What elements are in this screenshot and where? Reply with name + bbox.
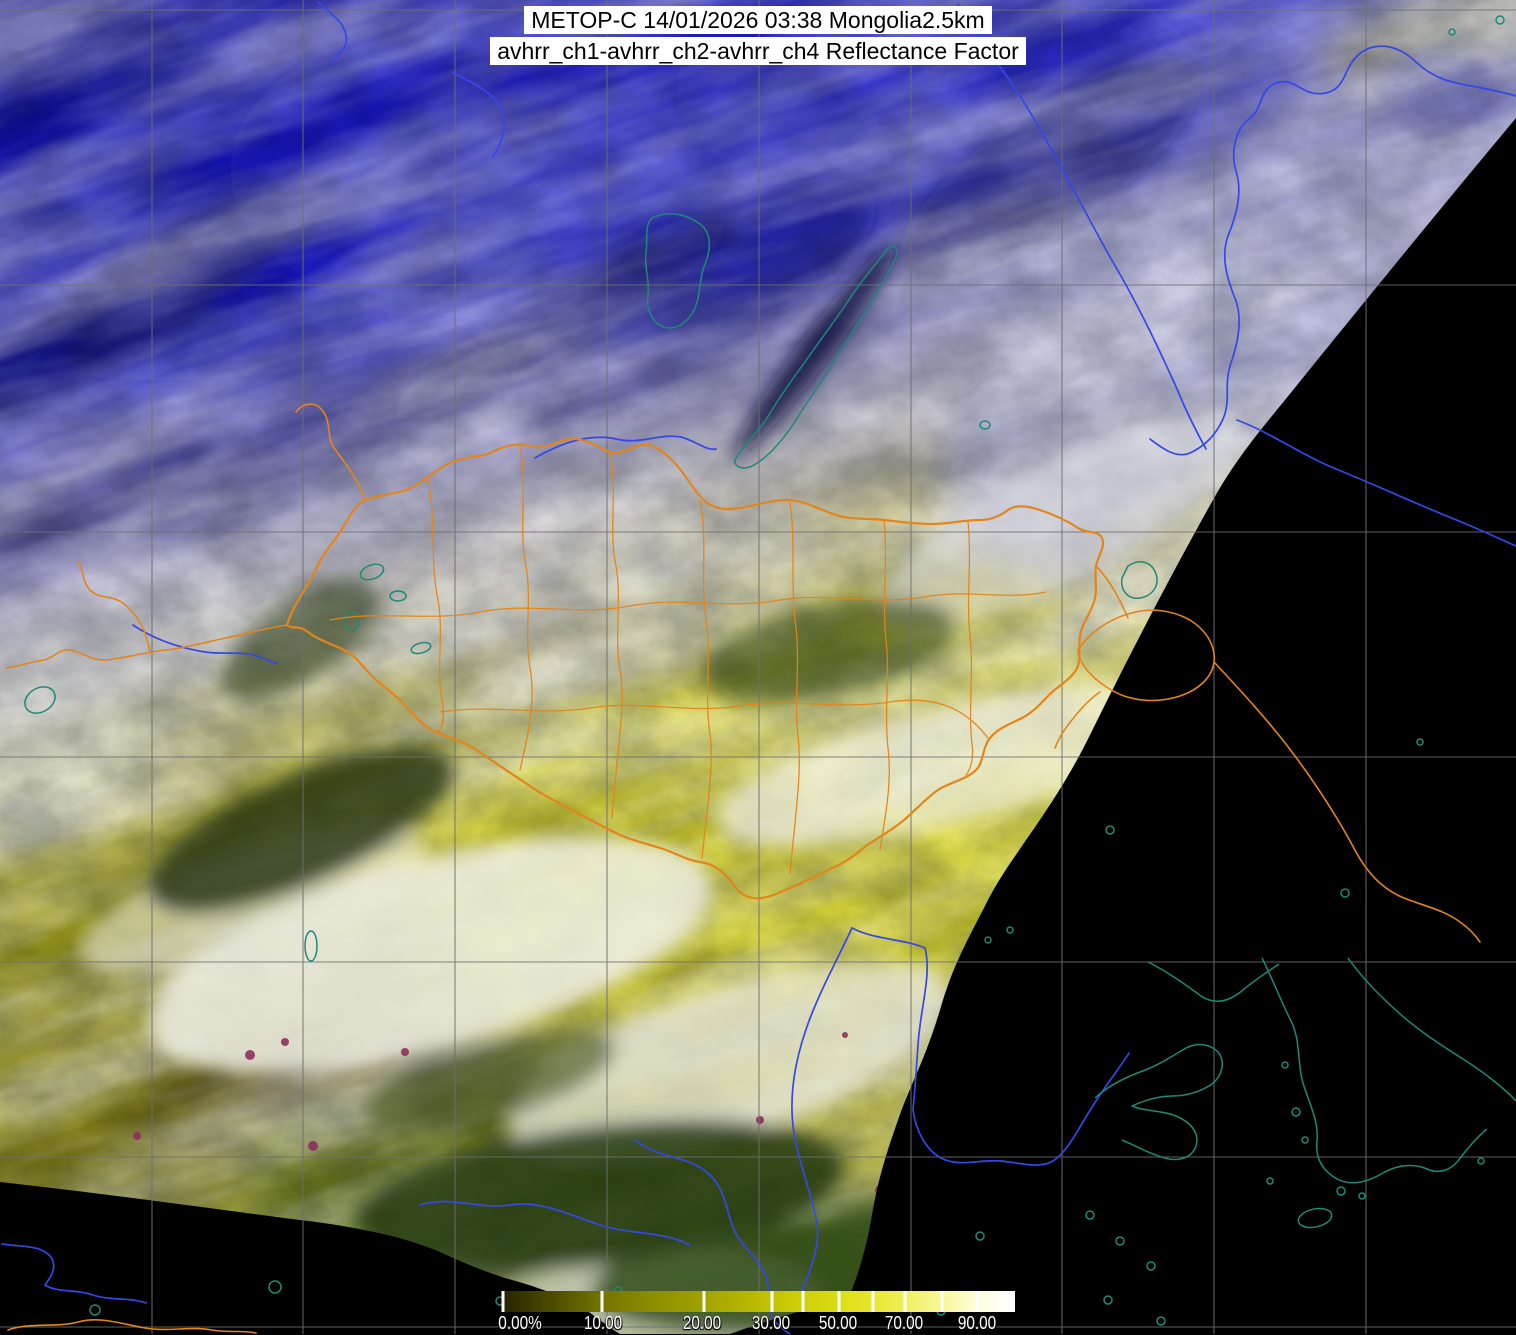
southwest-coast <box>1 1243 147 1304</box>
northeast-china-border <box>1054 565 1481 943</box>
khanka-lake <box>1120 561 1158 599</box>
korea-east-coast <box>1347 957 1516 1102</box>
colorbar-tick <box>702 1291 706 1312</box>
colorbar-tick <box>1008 1291 1012 1312</box>
colorbar-scale-label: 20.00 <box>682 1313 722 1333</box>
southwest-corner-border <box>7 1319 257 1334</box>
colorbar-tick <box>975 1291 979 1312</box>
lake-baikal <box>734 245 899 469</box>
river-top-left-2 <box>451 71 505 158</box>
shandong-coast <box>1094 1043 1224 1161</box>
angara-basin-outline <box>644 212 710 329</box>
mongolia-border <box>285 437 1105 900</box>
aimag-borders <box>329 445 1047 875</box>
colorbar-tick <box>801 1291 805 1312</box>
korea-west-coast <box>1261 957 1488 1184</box>
title-line-2: avhrr_ch1-avhrr_ch2-avhrr_ch4 Reflectanc… <box>490 37 1026 65</box>
inner-china-river-1 <box>791 927 853 1304</box>
river-top-left-1 <box>317 1 348 64</box>
colorbar-tick <box>770 1291 774 1312</box>
country-borders <box>5 403 1481 1334</box>
colorbar-tick <box>871 1291 875 1312</box>
colorbar-tick <box>600 1291 604 1312</box>
colorbar-label-row: 0.00% 10.00 20.00 30.00 50.00 70.00 90.00 <box>498 1313 1015 1335</box>
colorbar-tick <box>903 1291 907 1312</box>
graticule-meridians <box>151 0 1367 1334</box>
title-block: METOP-C 14/01/2026 03:38 Mongolia2.5km a… <box>0 6 1516 65</box>
colorbar-scale-label: 30.00 <box>751 1313 790 1333</box>
inner-china-river-3 <box>419 1200 691 1246</box>
colorbar-tick <box>501 1291 505 1312</box>
colorbar-tick <box>837 1291 841 1312</box>
lakes-coastlines <box>24 15 1516 1326</box>
colorbar-tick <box>940 1291 944 1312</box>
yellow-river <box>851 927 1130 1166</box>
reflectance-colorbar: 0.00% 10.00 20.00 30.00 50.00 70.00 90.00 <box>498 1291 1015 1335</box>
amur-river-east <box>1236 419 1516 547</box>
liaodong-coast <box>1147 961 1280 1002</box>
amur-river-upper <box>1149 45 1516 456</box>
colorbar-scale-label: 50.00 <box>818 1313 858 1333</box>
colorbar-gradient-bar <box>501 1291 1015 1312</box>
colorbar-scale-label: 0.00% <box>498 1313 542 1333</box>
west-asia-borders <box>5 403 366 669</box>
colorbar-scale-label: 10.00 <box>583 1313 623 1333</box>
colorbar-scale-label: 90.00 <box>957 1313 997 1333</box>
west-plain-river <box>132 624 278 664</box>
selenga-river <box>534 435 717 459</box>
colorbar-scale-label: 70.00 <box>885 1313 924 1333</box>
title-line-1: METOP-C 14/01/2026 03:38 Mongolia2.5km <box>524 6 992 34</box>
siberian-river <box>957 3 1207 450</box>
